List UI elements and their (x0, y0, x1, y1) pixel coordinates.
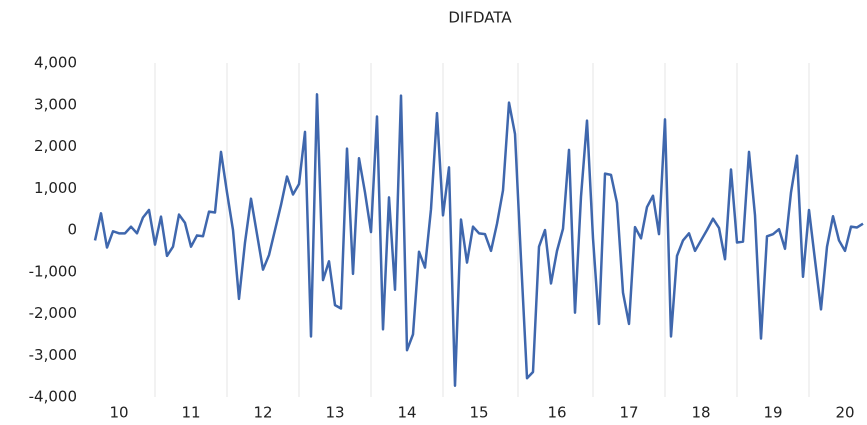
x-tick-label: 16 (547, 404, 566, 422)
x-tick-label: 19 (763, 404, 782, 422)
series-line (93, 93, 864, 387)
x-tick-label: 17 (619, 404, 638, 422)
x-tick-label: 13 (325, 404, 344, 422)
y-tick-label: -3,000 (29, 346, 77, 364)
x-tick-label: 14 (397, 404, 416, 422)
y-tick-label: -4,000 (29, 388, 77, 406)
y-tick-label: 0 (67, 221, 77, 239)
y-tick-label: -2,000 (29, 304, 77, 322)
x-tick-label: 20 (835, 404, 854, 422)
x-tick-label: 10 (109, 404, 128, 422)
x-tick-label: 12 (253, 404, 272, 422)
x-tick-label: 18 (691, 404, 710, 422)
y-tick-label: 4,000 (34, 54, 77, 72)
x-tick-label: 15 (469, 404, 488, 422)
y-tick-label: 1,000 (34, 179, 77, 197)
y-tick-label: 3,000 (34, 95, 77, 113)
chart-title: DIFDATA (448, 9, 512, 27)
y-tick-label: -1,000 (29, 262, 77, 280)
y-tick-label: 2,000 (34, 137, 77, 155)
x-tick-label: 11 (181, 404, 200, 422)
